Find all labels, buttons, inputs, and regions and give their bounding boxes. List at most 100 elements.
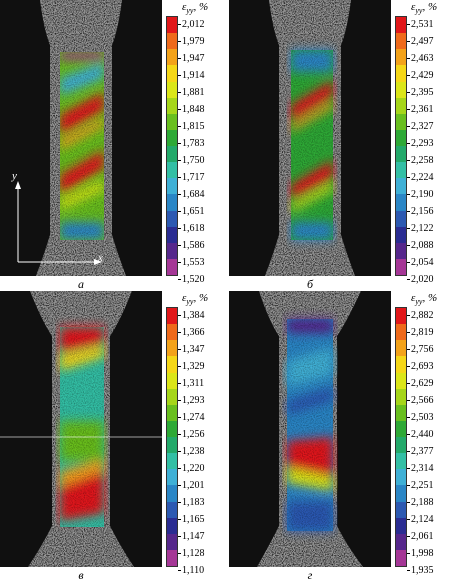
colorbar-segment — [396, 453, 406, 470]
colorbar-tick-label: 1,147 — [178, 528, 228, 545]
panel-d: εyy, % 2,882 2,819 2,756 2,693 2,629 2,566 2,5… — [229, 291, 457, 582]
specimen-photo: y x — [0, 0, 162, 276]
colorbar-segment — [396, 129, 406, 146]
colorbar-tick-label: 2,882 — [407, 307, 457, 324]
colorbar-segment — [167, 146, 177, 163]
colorbar — [395, 307, 407, 567]
colorbar-tick-label: 2,188 — [407, 494, 457, 511]
colorbar-tick-label: 2,020 — [407, 271, 457, 288]
colorbar-tick-label: 2,693 — [407, 358, 457, 375]
colorbar-tick-label: 1,347 — [178, 341, 228, 358]
panel-b: εyy, % 2,531 2,497 2,463 2,429 2,395 2,361 2,3… — [229, 0, 457, 291]
colorbar-segment — [396, 162, 406, 179]
colorbar-ticks: 2,012 1,979 1,947 1,914 1,881 1,848 1,815 1,783… — [178, 16, 228, 285]
colorbar-segment — [396, 81, 406, 98]
scale-unit: εyy, % — [182, 1, 209, 16]
colorbar-segment — [396, 258, 406, 275]
colorbar-segment — [396, 533, 406, 550]
colorbar-segment — [167, 388, 177, 405]
colorbar-segment — [167, 420, 177, 437]
panel-letter: г — [307, 568, 313, 582]
colorbar-tick-label: 1,553 — [178, 254, 228, 271]
colorbar-segment — [167, 517, 177, 534]
colorbar-segment — [167, 210, 177, 227]
colorbar-segment — [396, 210, 406, 227]
colorbar-segment — [396, 517, 406, 534]
colorbar-tick-label: 1,586 — [178, 237, 228, 254]
colorbar-segment — [396, 340, 406, 357]
colorbar — [166, 16, 178, 276]
colorbar-segment — [167, 258, 177, 275]
colorbar-tick-label: 1,717 — [178, 169, 228, 186]
colorbar-tick-label: 2,377 — [407, 443, 457, 460]
colorbar-tick-label: 2,463 — [407, 50, 457, 67]
colorbar-tick-label: 2,088 — [407, 237, 457, 254]
colorbar-tick-label: 1,651 — [178, 203, 228, 220]
colorbar-segment — [396, 226, 406, 243]
scale-unit: εyy, % — [411, 292, 438, 307]
colorbar-tick-label: 1,110 — [178, 562, 228, 579]
scale-unit: εyy, % — [182, 292, 209, 307]
colorbar-tick-label: 1,220 — [178, 460, 228, 477]
colorbar-tick-label: 1,783 — [178, 135, 228, 152]
colorbar-segment — [396, 485, 406, 502]
colorbar-segment — [167, 97, 177, 114]
colorbar-tick-label: 1,293 — [178, 392, 228, 409]
colorbar-tick-label: 2,361 — [407, 101, 457, 118]
colorbar-segment — [167, 372, 177, 389]
colorbar-ticks: 1,384 1,366 1,347 1,329 1,311 1,293 1,274 1,256… — [178, 307, 228, 576]
colorbar-segment — [396, 308, 406, 325]
colorbar-segment — [167, 404, 177, 421]
colorbar-segment — [396, 388, 406, 405]
colorbar-tick-label: 1,520 — [178, 271, 228, 288]
specimen-photo — [229, 291, 391, 567]
colorbar-tick-label: 2,314 — [407, 460, 457, 477]
colorbar-segment — [396, 356, 406, 373]
colorbar-segment — [396, 549, 406, 566]
colorbar-tick-label: 1,998 — [407, 545, 457, 562]
colorbar-segment — [167, 308, 177, 325]
colorbar-tick-label: 1,201 — [178, 477, 228, 494]
colorbar-tick-label: 1,238 — [178, 443, 228, 460]
colorbar-tick-label: 1,684 — [178, 186, 228, 203]
scale-unit: εyy, % — [411, 1, 438, 16]
colorbar-tick-label: 2,819 — [407, 324, 457, 341]
colorbar-segment — [396, 420, 406, 437]
axis-x-label: x — [98, 252, 103, 264]
colorbar-tick-label: 1,979 — [178, 33, 228, 50]
panel-letter: а — [78, 277, 84, 291]
panel-letter: в — [78, 568, 84, 582]
colorbar-tick-label: 2,122 — [407, 220, 457, 237]
colorbar-segment — [167, 226, 177, 243]
colorbar-tick-label: 1,329 — [178, 358, 228, 375]
colorbar-segment — [396, 146, 406, 163]
colorbar-ticks: 2,882 2,819 2,756 2,693 2,629 2,566 2,503 2,440… — [407, 307, 457, 576]
colorbar-segment — [396, 194, 406, 211]
colorbar-segment — [167, 162, 177, 179]
colorbar-segment — [167, 533, 177, 550]
colorbar-segment — [167, 129, 177, 146]
colorbar-tick-label: 2,061 — [407, 528, 457, 545]
colorbar-tick-label: 2,251 — [407, 477, 457, 494]
colorbar-segment — [396, 178, 406, 195]
colorbar-tick-label: 2,629 — [407, 375, 457, 392]
colorbar-segment — [396, 437, 406, 454]
colorbar-tick-label: 1,366 — [178, 324, 228, 341]
colorbar-segment — [167, 17, 177, 34]
specimen-photo — [0, 291, 162, 567]
panel-a: y x εyy, % 2,012 1,979 1,947 1,914 1,881 1,84… — [0, 0, 228, 291]
colorbar-tick-label: 1,935 — [407, 562, 457, 579]
colorbar-tick-label: 1,256 — [178, 426, 228, 443]
colorbar-segment — [167, 324, 177, 341]
colorbar-segment — [167, 242, 177, 259]
colorbar-segment — [167, 33, 177, 50]
axis-y-label: y — [12, 170, 17, 182]
colorbar-tick-label: 1,947 — [178, 50, 228, 67]
colorbar-segment — [167, 194, 177, 211]
colorbar-segment — [396, 242, 406, 259]
colorbar-tick-label: 1,815 — [178, 118, 228, 135]
colorbar-segment — [167, 501, 177, 518]
colorbar-tick-label: 2,293 — [407, 135, 457, 152]
colorbar — [166, 307, 178, 567]
colorbar-segment — [167, 113, 177, 130]
